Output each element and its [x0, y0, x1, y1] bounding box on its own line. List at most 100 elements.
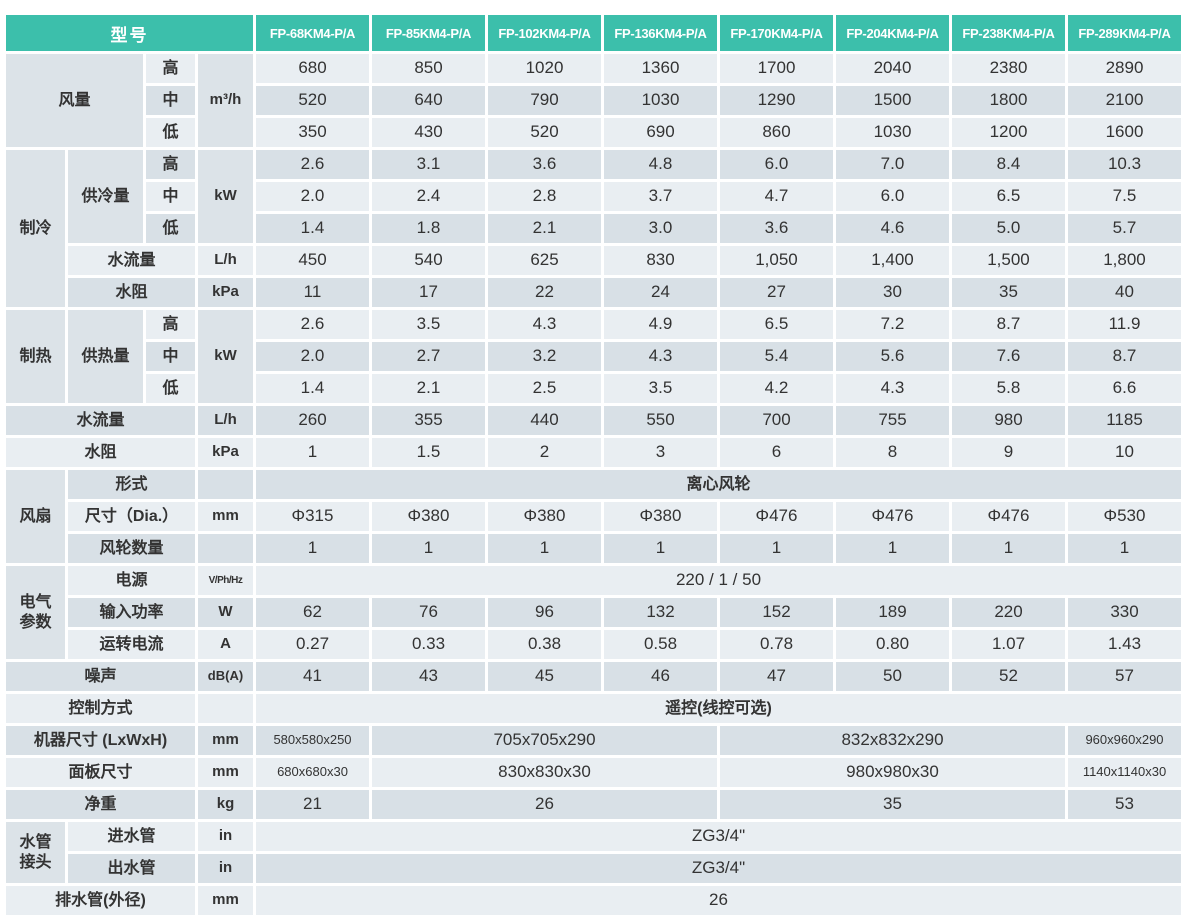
table-row: 电气 参数 电源 V/Ph/Hz 220 / 1 / 50 [6, 566, 1181, 659]
table-row: 运转电流 A 0.27 0.33 0.38 0.58 0.78 0.80 1.07 1.43 [6, 630, 1181, 659]
value-cell: 3 [604, 438, 717, 467]
value-cell: 57 [1068, 662, 1181, 691]
table-row: 噪声 dB(A) 41 43 45 46 47 50 52 57 [6, 662, 1181, 691]
value-cell: 35 [720, 790, 1065, 819]
value-cell: 离心风轮 [256, 470, 1181, 499]
value-cell: ZG3/4" [256, 854, 1181, 883]
unit-cell: V/Ph/Hz [198, 566, 253, 595]
unit-cell: mm [198, 726, 253, 755]
value-cell: 1360 [604, 54, 717, 83]
value-cell: 43 [372, 662, 485, 691]
value-cell: 830 [604, 246, 717, 275]
value-cell: 980 [952, 406, 1065, 435]
value-cell: 35 [952, 278, 1065, 307]
unit-cell: in [198, 822, 253, 851]
value-cell: 1.43 [1068, 630, 1181, 659]
value-cell: 960x960x290 [1068, 726, 1181, 755]
value-cell: 1,050 [720, 246, 833, 275]
value-cell: 4.3 [836, 374, 949, 403]
unit-cell: m³/h [198, 54, 253, 147]
value-cell: 1800 [952, 86, 1065, 115]
value-cell: 540 [372, 246, 485, 275]
level-label-cell: 中 [146, 182, 195, 211]
value-cell: 1.5 [372, 438, 485, 467]
value-cell: 10 [1068, 438, 1181, 467]
value-cell: 0.38 [488, 630, 601, 659]
unit-cell: kg [198, 790, 253, 819]
row-label-cell: 水流量 [68, 246, 195, 275]
value-cell: 0.27 [256, 630, 369, 659]
value-cell: 6.5 [720, 310, 833, 339]
model-header-cell: FP-136KM4-P/A [604, 15, 717, 51]
unit-cell: A [198, 630, 253, 659]
spec-table: 型号 FP-68KM4-P/A FP-85KM4-P/A FP-102KM4-P/A F… [3, 12, 1184, 918]
value-cell: 2890 [1068, 54, 1181, 83]
value-cell: 2.1 [372, 374, 485, 403]
row-label-cell: 进水管 [68, 822, 195, 851]
row-label-cell: 电源 [68, 566, 195, 595]
model-column-title: 型号 [6, 15, 253, 51]
level-label-cell: 低 [146, 374, 195, 403]
value-cell: Φ380 [488, 502, 601, 531]
value-cell: 640 [372, 86, 485, 115]
value-cell: 330 [1068, 598, 1181, 627]
unit-cell: kPa [198, 438, 253, 467]
spec-sheet: 型号 FP-68KM4-P/A FP-85KM4-P/A FP-102KM4-P/A F… [3, 12, 1184, 918]
value-cell: 30 [836, 278, 949, 307]
value-cell: 220 / 1 / 50 [256, 566, 1181, 595]
value-cell: 8.4 [952, 150, 1065, 179]
value-cell: 7.5 [1068, 182, 1181, 211]
value-cell: 220 [952, 598, 1065, 627]
value-cell: 1700 [720, 54, 833, 83]
model-header-row: 型号 FP-68KM4-P/A FP-85KM4-P/A FP-102KM4-P/A F… [6, 15, 1181, 51]
spec-table-body: 风量高 m³/h 680 850 1020 1360 1700 2040 2380 2890 中 52… [6, 54, 1181, 915]
section-label-cell: 风扇 [6, 470, 65, 563]
value-cell: 62 [256, 598, 369, 627]
value-cell: Φ380 [372, 502, 485, 531]
row-label-cell: 供热量 [68, 310, 143, 403]
row-label-cell: 出水管 [68, 854, 195, 883]
value-cell: 4.3 [604, 342, 717, 371]
value-cell: 2380 [952, 54, 1065, 83]
table-row: 风扇 形式 离心风轮 [6, 470, 1181, 563]
value-cell: 1500 [836, 86, 949, 115]
unit-cell: L/h [198, 406, 253, 435]
table-row: 中 2.0 2.7 3.2 4.3 5.4 5.6 7.6 8.7 [6, 342, 1181, 371]
value-cell: 26 [372, 790, 717, 819]
value-cell: Φ476 [952, 502, 1065, 531]
row-label-cell: 噪声 [6, 662, 195, 691]
row-label-cell: 供冷量 [68, 150, 143, 243]
value-cell: 1 [256, 534, 369, 563]
table-row: 风轮数量 1 1 1 1 1 1 1 1 [6, 534, 1181, 563]
row-label-cell: 控制方式 [6, 694, 195, 723]
value-cell: 1.4 [256, 374, 369, 403]
value-cell: Φ380 [604, 502, 717, 531]
value-cell: 1 [952, 534, 1065, 563]
unit-cell: W [198, 598, 253, 627]
table-row: 制冷 供冷量高 kW 2.6 3.1 3.6 4.8 6.0 7.0 8.4 10.3 [6, 150, 1181, 307]
value-cell: 2.1 [488, 214, 601, 243]
value-cell: ZG3/4" [256, 822, 1181, 851]
value-cell: 790 [488, 86, 601, 115]
value-cell: 980x980x30 [720, 758, 1065, 787]
table-row: 尺寸（Dia.） mm Φ315 Φ380 Φ380 Φ380 Φ476 Φ476 Φ476 Φ5… [6, 502, 1181, 531]
value-cell: 2.7 [372, 342, 485, 371]
unit-cell: kW [198, 310, 253, 403]
value-cell: 350 [256, 118, 369, 147]
value-cell: 2.4 [372, 182, 485, 211]
level-label-cell: 中 [146, 342, 195, 371]
value-cell: 1185 [1068, 406, 1181, 435]
value-cell: 22 [488, 278, 601, 307]
value-cell: 46 [604, 662, 717, 691]
value-cell: 1290 [720, 86, 833, 115]
table-row: 面板尺寸 mm 680x680x30 830x830x30 980x980x30 1140… [6, 758, 1181, 787]
level-label-cell: 低 [146, 214, 195, 243]
value-cell: 5.4 [720, 342, 833, 371]
row-label-cell: 水流量 [6, 406, 195, 435]
value-cell: 4.6 [836, 214, 949, 243]
value-cell: 11 [256, 278, 369, 307]
unit-cell [198, 534, 253, 563]
value-cell: 6.0 [720, 150, 833, 179]
value-cell: 1 [256, 438, 369, 467]
value-cell: 520 [488, 118, 601, 147]
